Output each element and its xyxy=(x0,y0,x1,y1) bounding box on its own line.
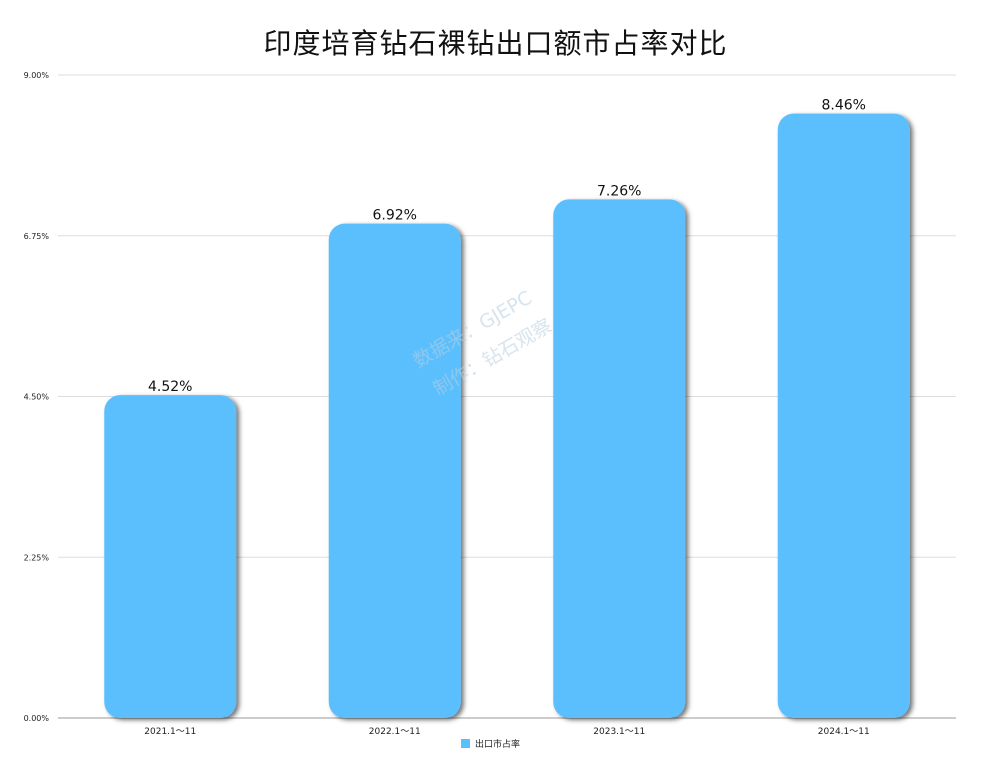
data-label: 4.52% xyxy=(148,379,192,395)
y-tick-label: 0.00% xyxy=(24,714,50,723)
data-labels: 4.52% 6.92% 7.26% 8.46% xyxy=(148,98,866,395)
bar xyxy=(328,223,461,719)
y-axis: 0.00% 2.25% 4.50% 6.75% 9.00% xyxy=(24,71,50,723)
bars xyxy=(104,113,910,719)
y-tick-label: 2.25% xyxy=(24,553,50,562)
bar xyxy=(777,113,910,718)
y-tick-label: 9.00% xyxy=(24,71,50,80)
data-label: 6.92% xyxy=(373,208,417,224)
bar xyxy=(553,199,686,718)
x-tick-label: 2022.1～11 xyxy=(369,727,421,737)
x-axis: 2021.1～11 2022.1～11 2023.1～11 2024.1～11 xyxy=(144,727,869,737)
x-tick-label: 2023.1～11 xyxy=(593,727,645,737)
chart-title: 印度培育钻石裸钻出口额市占率对比 xyxy=(263,27,728,60)
x-tick-label: 2021.1～11 xyxy=(144,727,196,737)
legend-label: 出口市占率 xyxy=(475,740,521,750)
data-label: 7.26% xyxy=(597,183,641,199)
data-label: 8.46% xyxy=(822,98,866,114)
x-tick-label: 2024.1～11 xyxy=(818,727,870,737)
bar xyxy=(104,395,237,718)
y-tick-label: 4.50% xyxy=(24,393,50,402)
legend: 出口市占率 xyxy=(461,737,520,750)
legend-swatch xyxy=(461,739,470,748)
y-tick-label: 6.75% xyxy=(24,232,50,241)
